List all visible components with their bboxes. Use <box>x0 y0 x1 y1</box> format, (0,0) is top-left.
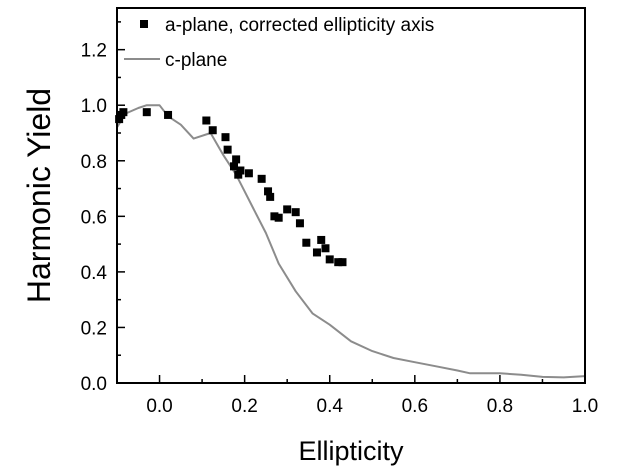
x-tick-label: 0.4 <box>317 396 344 417</box>
legend-label-c-plane: c-plane <box>165 50 227 71</box>
a-plane-point <box>312 248 321 257</box>
legend-marker-square <box>140 20 148 28</box>
y-tick-label: 0.0 <box>81 374 107 395</box>
a-plane-point <box>119 108 128 117</box>
tick-labels: 0.0 0.2 0.4 0.6 0.8 1.0 0.0 0.2 0.4 0.6 0.8 1.0 1.2 <box>81 41 599 417</box>
a-plane-point <box>164 110 173 119</box>
a-plane-series <box>115 108 347 267</box>
y-tick-label: 0.2 <box>81 318 107 339</box>
x-tick-label: 0.0 <box>146 396 172 417</box>
a-plane-point <box>325 255 334 264</box>
a-plane-point <box>202 116 211 125</box>
axis-ticks <box>116 21 586 384</box>
a-plane-point <box>274 213 283 222</box>
a-plane-point <box>232 155 241 164</box>
x-axis-title: Ellipticity <box>298 436 404 466</box>
c-plane-line <box>116 104 586 379</box>
y-axis-title: Harmonic Yield <box>21 88 57 303</box>
a-plane-point <box>266 192 275 201</box>
a-plane-point <box>244 169 253 178</box>
x-tick-label: 0.2 <box>231 396 257 417</box>
a-plane-point <box>291 208 300 217</box>
y-tick-label: 1.2 <box>81 41 107 62</box>
y-tick-label: 0.6 <box>81 207 107 228</box>
a-plane-point <box>221 133 230 142</box>
x-tick-label: 1.0 <box>572 396 598 417</box>
y-tick-label: 1.0 <box>81 96 107 117</box>
a-plane-point <box>283 205 292 214</box>
y-tick-label: 0.8 <box>81 152 107 173</box>
a-plane-point <box>223 145 232 154</box>
legend: a-plane, corrected ellipticity axis c-pl… <box>124 15 434 71</box>
y-tick-label: 0.4 <box>81 263 108 284</box>
a-plane-point <box>302 238 311 247</box>
a-plane-point <box>230 162 238 171</box>
a-plane-point <box>321 244 330 253</box>
a-plane-point <box>142 108 151 117</box>
a-plane-point <box>257 174 266 183</box>
a-plane-point <box>264 187 273 196</box>
a-plane-point <box>334 258 343 267</box>
plot-area-frame <box>116 7 586 384</box>
legend-label-a-plane: a-plane, corrected ellipticity axis <box>165 15 434 36</box>
a-plane-point <box>338 258 347 267</box>
c-plane-series <box>116 104 586 379</box>
a-plane-point <box>115 115 124 124</box>
x-tick-label: 0.8 <box>487 396 513 417</box>
x-tick-label: 0.6 <box>402 396 428 417</box>
a-plane-point <box>234 170 243 179</box>
a-plane-point <box>236 166 245 175</box>
a-plane-point <box>317 235 326 244</box>
a-plane-point <box>295 219 304 228</box>
a-plane-point <box>270 212 279 221</box>
a-plane-point <box>208 126 217 135</box>
